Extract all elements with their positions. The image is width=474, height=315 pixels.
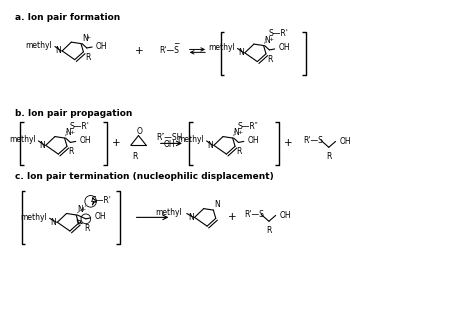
Text: N: N	[214, 200, 220, 209]
Text: +: +	[135, 46, 144, 56]
Text: R: R	[132, 152, 137, 161]
Text: N: N	[65, 128, 71, 137]
Text: −: −	[173, 39, 180, 48]
Text: N: N	[82, 34, 88, 43]
Text: N: N	[55, 46, 61, 55]
Text: R″—SH: R″—SH	[156, 133, 182, 142]
Text: R: R	[85, 53, 91, 62]
Text: OH: OH	[247, 136, 259, 145]
Text: R'—S: R'—S	[159, 46, 179, 55]
Text: methyl: methyl	[155, 208, 182, 217]
Text: R'—S: R'—S	[244, 210, 264, 219]
Text: a. Ion pair formation: a. Ion pair formation	[15, 13, 120, 22]
Text: R: R	[326, 152, 331, 161]
Text: N: N	[188, 213, 193, 222]
Text: c. Ion pair termination (nucleophilic displacement): c. Ion pair termination (nucleophilic di…	[15, 172, 273, 180]
Text: methyl: methyl	[20, 213, 47, 222]
Text: N: N	[51, 218, 56, 227]
Text: b. Ion pair propagation: b. Ion pair propagation	[15, 109, 132, 118]
Text: OH: OH	[280, 211, 291, 220]
Text: S—R': S—R'	[91, 196, 111, 205]
Text: OH: OH	[80, 136, 91, 145]
Text: S—R': S—R'	[268, 29, 288, 38]
Text: R: R	[237, 147, 242, 156]
Text: methyl: methyl	[177, 135, 204, 145]
Text: OH: OH	[94, 212, 106, 221]
Text: N: N	[207, 141, 213, 150]
Text: R: R	[266, 226, 272, 235]
Text: R: R	[84, 224, 90, 233]
Text: N: N	[238, 48, 244, 57]
Text: +: +	[112, 138, 120, 148]
Text: N: N	[39, 141, 45, 150]
Text: N: N	[234, 128, 239, 137]
Text: +: +	[268, 37, 273, 42]
Text: R: R	[69, 147, 74, 156]
Text: methyl: methyl	[208, 43, 235, 52]
Text: +: +	[237, 129, 242, 135]
Text: S—R': S—R'	[69, 122, 89, 131]
Text: S—R″: S—R″	[237, 122, 258, 131]
Text: +: +	[69, 129, 74, 135]
Text: OH: OH	[279, 43, 290, 53]
Text: OH: OH	[339, 137, 351, 146]
Text: N: N	[77, 205, 83, 214]
Text: +: +	[81, 207, 86, 212]
Text: +: +	[228, 212, 237, 222]
Text: methyl: methyl	[25, 41, 52, 50]
Text: methyl: methyl	[9, 135, 36, 145]
Text: R: R	[268, 55, 273, 64]
Text: R'—S: R'—S	[304, 136, 324, 145]
Text: +: +	[85, 35, 91, 40]
Text: O: O	[137, 127, 142, 136]
Text: +: +	[284, 138, 292, 148]
Text: N: N	[264, 36, 270, 44]
Text: OH: OH	[96, 42, 108, 50]
Text: OH: OH	[164, 140, 175, 149]
